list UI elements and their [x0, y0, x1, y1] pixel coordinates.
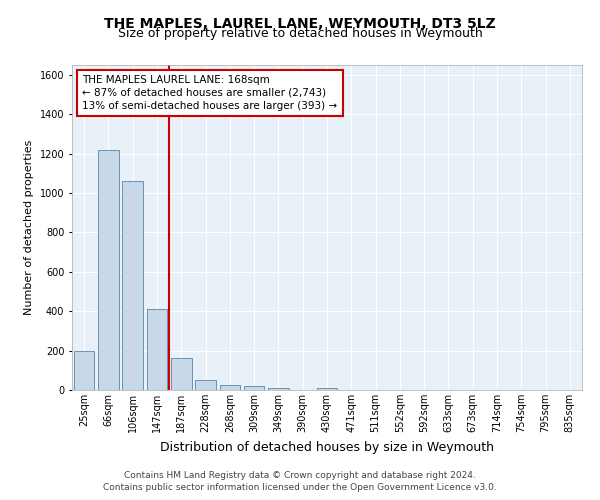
Bar — [244, 386, 265, 390]
Bar — [171, 358, 191, 390]
X-axis label: Distribution of detached houses by size in Weymouth: Distribution of detached houses by size … — [160, 440, 494, 454]
Bar — [220, 385, 240, 390]
Text: THE MAPLES, LAUREL LANE, WEYMOUTH, DT3 5LZ: THE MAPLES, LAUREL LANE, WEYMOUTH, DT3 5… — [104, 18, 496, 32]
Bar — [268, 388, 289, 390]
Y-axis label: Number of detached properties: Number of detached properties — [24, 140, 34, 315]
Text: Contains HM Land Registry data © Crown copyright and database right 2024.
Contai: Contains HM Land Registry data © Crown c… — [103, 471, 497, 492]
Text: Size of property relative to detached houses in Weymouth: Size of property relative to detached ho… — [118, 28, 482, 40]
Text: THE MAPLES LAUREL LANE: 168sqm
← 87% of detached houses are smaller (2,743)
13% : THE MAPLES LAUREL LANE: 168sqm ← 87% of … — [82, 74, 337, 111]
Bar — [74, 350, 94, 390]
Bar — [146, 309, 167, 390]
Bar — [317, 388, 337, 390]
Bar — [195, 380, 216, 390]
Bar — [122, 181, 143, 390]
Bar — [98, 150, 119, 390]
